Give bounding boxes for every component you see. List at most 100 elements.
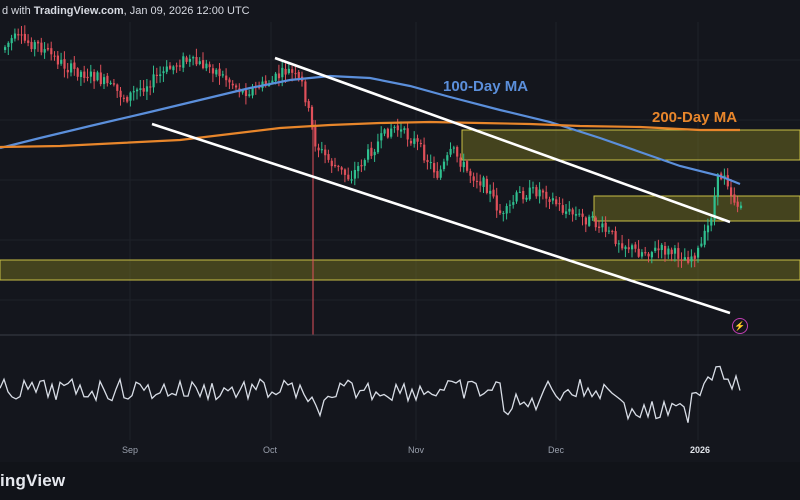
candle-body <box>396 125 399 131</box>
channel-upper-line <box>274 56 731 224</box>
candle-body <box>23 33 26 41</box>
candle-body <box>390 128 393 137</box>
candle-body <box>700 243 703 247</box>
candle-body <box>693 255 696 259</box>
candle-body <box>416 138 419 142</box>
candle-body <box>37 41 40 44</box>
candle-body <box>198 61 201 65</box>
time-axis: Sep Oct Nov Dec 2026 <box>122 445 710 455</box>
candle-body <box>106 75 109 84</box>
candle-body <box>208 64 211 68</box>
candle-body <box>291 69 294 73</box>
candle-body <box>221 74 224 76</box>
candle-body <box>235 85 238 88</box>
candle-body <box>591 216 594 218</box>
candle-body <box>687 257 690 263</box>
candle-body <box>353 170 356 179</box>
candle-body <box>726 175 729 187</box>
candle-body <box>423 144 426 161</box>
candle-body <box>594 217 597 228</box>
candle-body <box>165 66 168 72</box>
candle-body <box>650 252 653 258</box>
candle-body <box>400 129 403 132</box>
candle-body <box>611 230 614 232</box>
candle-body <box>433 163 436 173</box>
candle-body <box>429 162 432 164</box>
supply-demand-zones <box>0 129 800 281</box>
zone-box <box>593 195 800 222</box>
candle-body <box>654 247 657 251</box>
candle-body <box>449 148 452 155</box>
candle-body <box>317 147 320 151</box>
candle-body <box>489 190 492 194</box>
month-label-2026: 2026 <box>690 445 710 455</box>
candle-body <box>60 59 63 64</box>
candle-body <box>624 246 627 250</box>
candle-body <box>357 166 360 172</box>
candle-body <box>162 71 165 74</box>
price-chart: 100-Day MA 200-Day MA Sep Oct Nov Dec 20… <box>0 22 800 455</box>
candle-body <box>739 205 743 208</box>
candle-body <box>139 88 142 91</box>
candle-body <box>159 74 162 76</box>
candle-body <box>175 65 178 67</box>
ma200-line <box>0 120 740 149</box>
candle-body <box>268 85 271 87</box>
candle-body <box>96 72 99 81</box>
candle-body <box>182 56 185 68</box>
candle-body <box>169 65 172 69</box>
candle-body <box>386 128 389 138</box>
candle-body <box>525 197 528 200</box>
candle-body <box>73 62 76 69</box>
candle-body <box>403 128 406 131</box>
candle-body <box>284 68 287 75</box>
candle-body <box>241 90 244 93</box>
candle-body <box>79 71 83 78</box>
candle-body <box>244 90 248 97</box>
candle-body <box>192 57 195 59</box>
candle-body <box>631 245 634 250</box>
candle-body <box>571 209 574 215</box>
candle-body <box>129 92 132 101</box>
candle-body <box>373 151 376 156</box>
candle-body <box>274 73 277 81</box>
lightning-icon[interactable]: ⚡ <box>732 318 748 334</box>
candle-body <box>393 126 396 128</box>
candle-body <box>528 187 531 200</box>
candle-body <box>152 74 155 88</box>
candle-body <box>172 66 175 71</box>
candle-body <box>136 89 139 92</box>
candle-body <box>538 189 541 197</box>
candle-body <box>541 190 545 193</box>
candle-body <box>462 161 465 168</box>
candle-body <box>535 187 538 197</box>
candle-body <box>446 155 449 161</box>
grid-lines <box>0 22 800 440</box>
footer-brand: ingView <box>0 471 66 490</box>
candle-body <box>706 225 710 233</box>
candle-body <box>459 157 462 167</box>
header-date: , Jan 09, 2026 12:00 UTC <box>123 5 250 17</box>
candle-body <box>119 90 122 98</box>
candle-body <box>436 171 439 178</box>
candle-body <box>310 106 314 126</box>
candle-body <box>644 252 647 254</box>
candle-body <box>320 149 323 151</box>
candle-body <box>271 80 274 84</box>
candle-body <box>383 129 386 134</box>
candle-body <box>109 82 112 84</box>
candle-body <box>604 222 607 232</box>
candle-body <box>215 69 218 75</box>
candle-body <box>185 57 188 62</box>
candle-body <box>277 73 281 79</box>
candle-body <box>360 165 363 167</box>
candle-body <box>697 247 700 258</box>
candle-body <box>637 248 640 257</box>
candle-body <box>479 181 482 186</box>
candle-body <box>647 253 650 257</box>
candle-body <box>13 33 17 39</box>
candle-body <box>218 68 221 77</box>
candle-body <box>452 147 455 149</box>
candle-body <box>155 74 158 76</box>
candle-body <box>551 198 554 201</box>
